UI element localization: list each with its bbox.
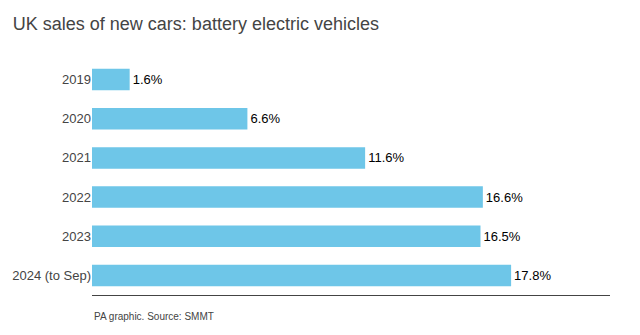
svg-text:17.8%: 17.8% (514, 268, 551, 283)
svg-text:PA graphic. Source: SMMT: PA graphic. Source: SMMT (94, 311, 214, 322)
svg-text:16.6%: 16.6% (486, 190, 523, 205)
svg-text:2020: 2020 (62, 111, 91, 126)
svg-text:2021: 2021 (62, 150, 91, 165)
svg-text:2023: 2023 (62, 229, 91, 244)
svg-text:2024 (to Sep): 2024 (to Sep) (12, 268, 91, 283)
svg-text:2022: 2022 (62, 190, 91, 205)
svg-text:1.6%: 1.6% (133, 72, 163, 87)
svg-text:16.5%: 16.5% (484, 229, 521, 244)
svg-text:2019: 2019 (62, 72, 91, 87)
svg-text:6.6%: 6.6% (250, 111, 280, 126)
svg-text:UK sales of new cars: battery: UK sales of new cars: battery electric v… (13, 14, 379, 34)
svg-text:11.6%: 11.6% (368, 150, 404, 165)
